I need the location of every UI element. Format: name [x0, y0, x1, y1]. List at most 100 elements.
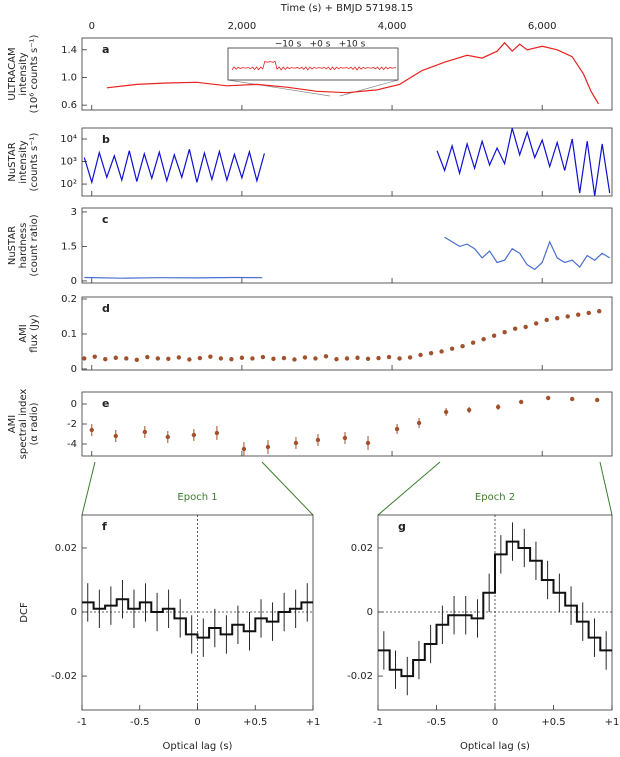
y-axis-label: (10⁶ counts s⁻¹): [29, 35, 40, 114]
point: [597, 309, 602, 314]
point: [82, 356, 87, 361]
x-tick-label: 0: [492, 717, 498, 728]
point: [491, 333, 497, 338]
x-tick-label: 6,000: [528, 21, 557, 32]
x-tick-label: -1: [373, 717, 383, 728]
y-axis-label: (count ratio): [29, 214, 40, 276]
point: [197, 355, 203, 361]
step-line: [378, 540, 612, 678]
y-axis-label: (α radio): [29, 402, 40, 445]
epoch-label: Epoch 2: [475, 492, 515, 503]
point: [239, 355, 245, 360]
point: [595, 397, 600, 403]
epoch-connectors: [81, 461, 613, 516]
epoch-label: Epoch 1: [177, 492, 217, 503]
point: [355, 355, 360, 360]
y-axis-label: AMI: [18, 324, 29, 342]
point: [554, 316, 560, 321]
point: [342, 435, 348, 441]
y-tick-label: 0: [71, 607, 77, 618]
point: [334, 356, 339, 362]
point: [365, 356, 371, 362]
point: [229, 356, 234, 362]
point: [394, 426, 400, 432]
point: [512, 326, 518, 331]
point: [214, 430, 220, 436]
plot-frame: [81, 296, 613, 371]
point: [418, 352, 423, 358]
inset-curve: [231, 60, 397, 71]
panel-letter: e: [102, 397, 109, 410]
y-axis-label: ULTRACAM: [7, 47, 18, 100]
inset-frame: [227, 47, 399, 81]
panel-letter: b: [102, 133, 110, 146]
point: [191, 432, 197, 438]
point: [281, 355, 287, 361]
inset-connector: [227, 79, 331, 97]
point: [315, 437, 321, 443]
y-axis-label: NuSTAR: [7, 226, 18, 265]
y-axis-label: flux (Jy): [29, 314, 40, 353]
x-axis-label: Optical lag (s): [460, 741, 530, 752]
point: [545, 395, 551, 401]
x-tick-label: 0: [89, 21, 95, 32]
inset-label: +10 s: [339, 40, 366, 50]
x-tick-label: 4,000: [378, 21, 407, 32]
inset-label: −10 s: [275, 40, 302, 50]
connector: [261, 461, 314, 516]
point: [544, 317, 549, 323]
point: [439, 349, 444, 354]
y-tick-label: 0.6: [61, 100, 77, 111]
point: [145, 354, 150, 360]
y-tick-label: 0: [367, 607, 373, 618]
series-line: [106, 41, 600, 105]
point: [250, 356, 255, 361]
point: [344, 356, 350, 361]
x-tick-label: 0: [194, 717, 200, 728]
point: [365, 440, 371, 446]
point: [166, 356, 171, 362]
point: [293, 440, 299, 446]
point: [103, 356, 108, 362]
point: [208, 354, 213, 359]
connector: [81, 461, 96, 516]
plot-frame: [81, 207, 613, 284]
y-tick-label: 0: [71, 399, 77, 410]
x-tick-label: +1: [306, 717, 321, 728]
y-tick-label: 1.5: [61, 241, 77, 252]
panel-letter: f: [102, 520, 107, 533]
x-tick-label: +0.5: [541, 717, 565, 728]
y-axis-label: spectral index: [18, 389, 29, 460]
point: [570, 396, 575, 402]
point: [502, 330, 507, 335]
point: [518, 399, 524, 405]
point: [449, 346, 455, 351]
y-tick-label: -0.02: [347, 671, 373, 682]
x-tick-label: 2,000: [228, 21, 257, 32]
y-tick-label: 1.0: [61, 72, 77, 83]
x-tick-label: +1: [605, 717, 620, 728]
x-tick-label: -0.5: [427, 717, 447, 728]
point: [260, 354, 266, 360]
point: [523, 324, 528, 330]
point: [176, 355, 182, 360]
point: [113, 355, 118, 360]
point: [470, 340, 476, 345]
point: [428, 351, 434, 356]
point: [218, 356, 224, 361]
y-axis-label: intensity: [18, 52, 29, 95]
series-line: [83, 128, 611, 196]
connector: [377, 461, 441, 516]
y-tick-label: 10³: [60, 157, 77, 168]
point: [397, 356, 402, 361]
point: [155, 356, 161, 361]
y-tick-label: -4: [67, 439, 77, 450]
point: [241, 446, 247, 452]
point: [165, 434, 171, 440]
plot-frame: [81, 37, 613, 111]
point: [407, 355, 413, 360]
point: [89, 427, 94, 433]
plot-frame: [81, 391, 613, 457]
inset-label: +0 s: [310, 40, 331, 50]
